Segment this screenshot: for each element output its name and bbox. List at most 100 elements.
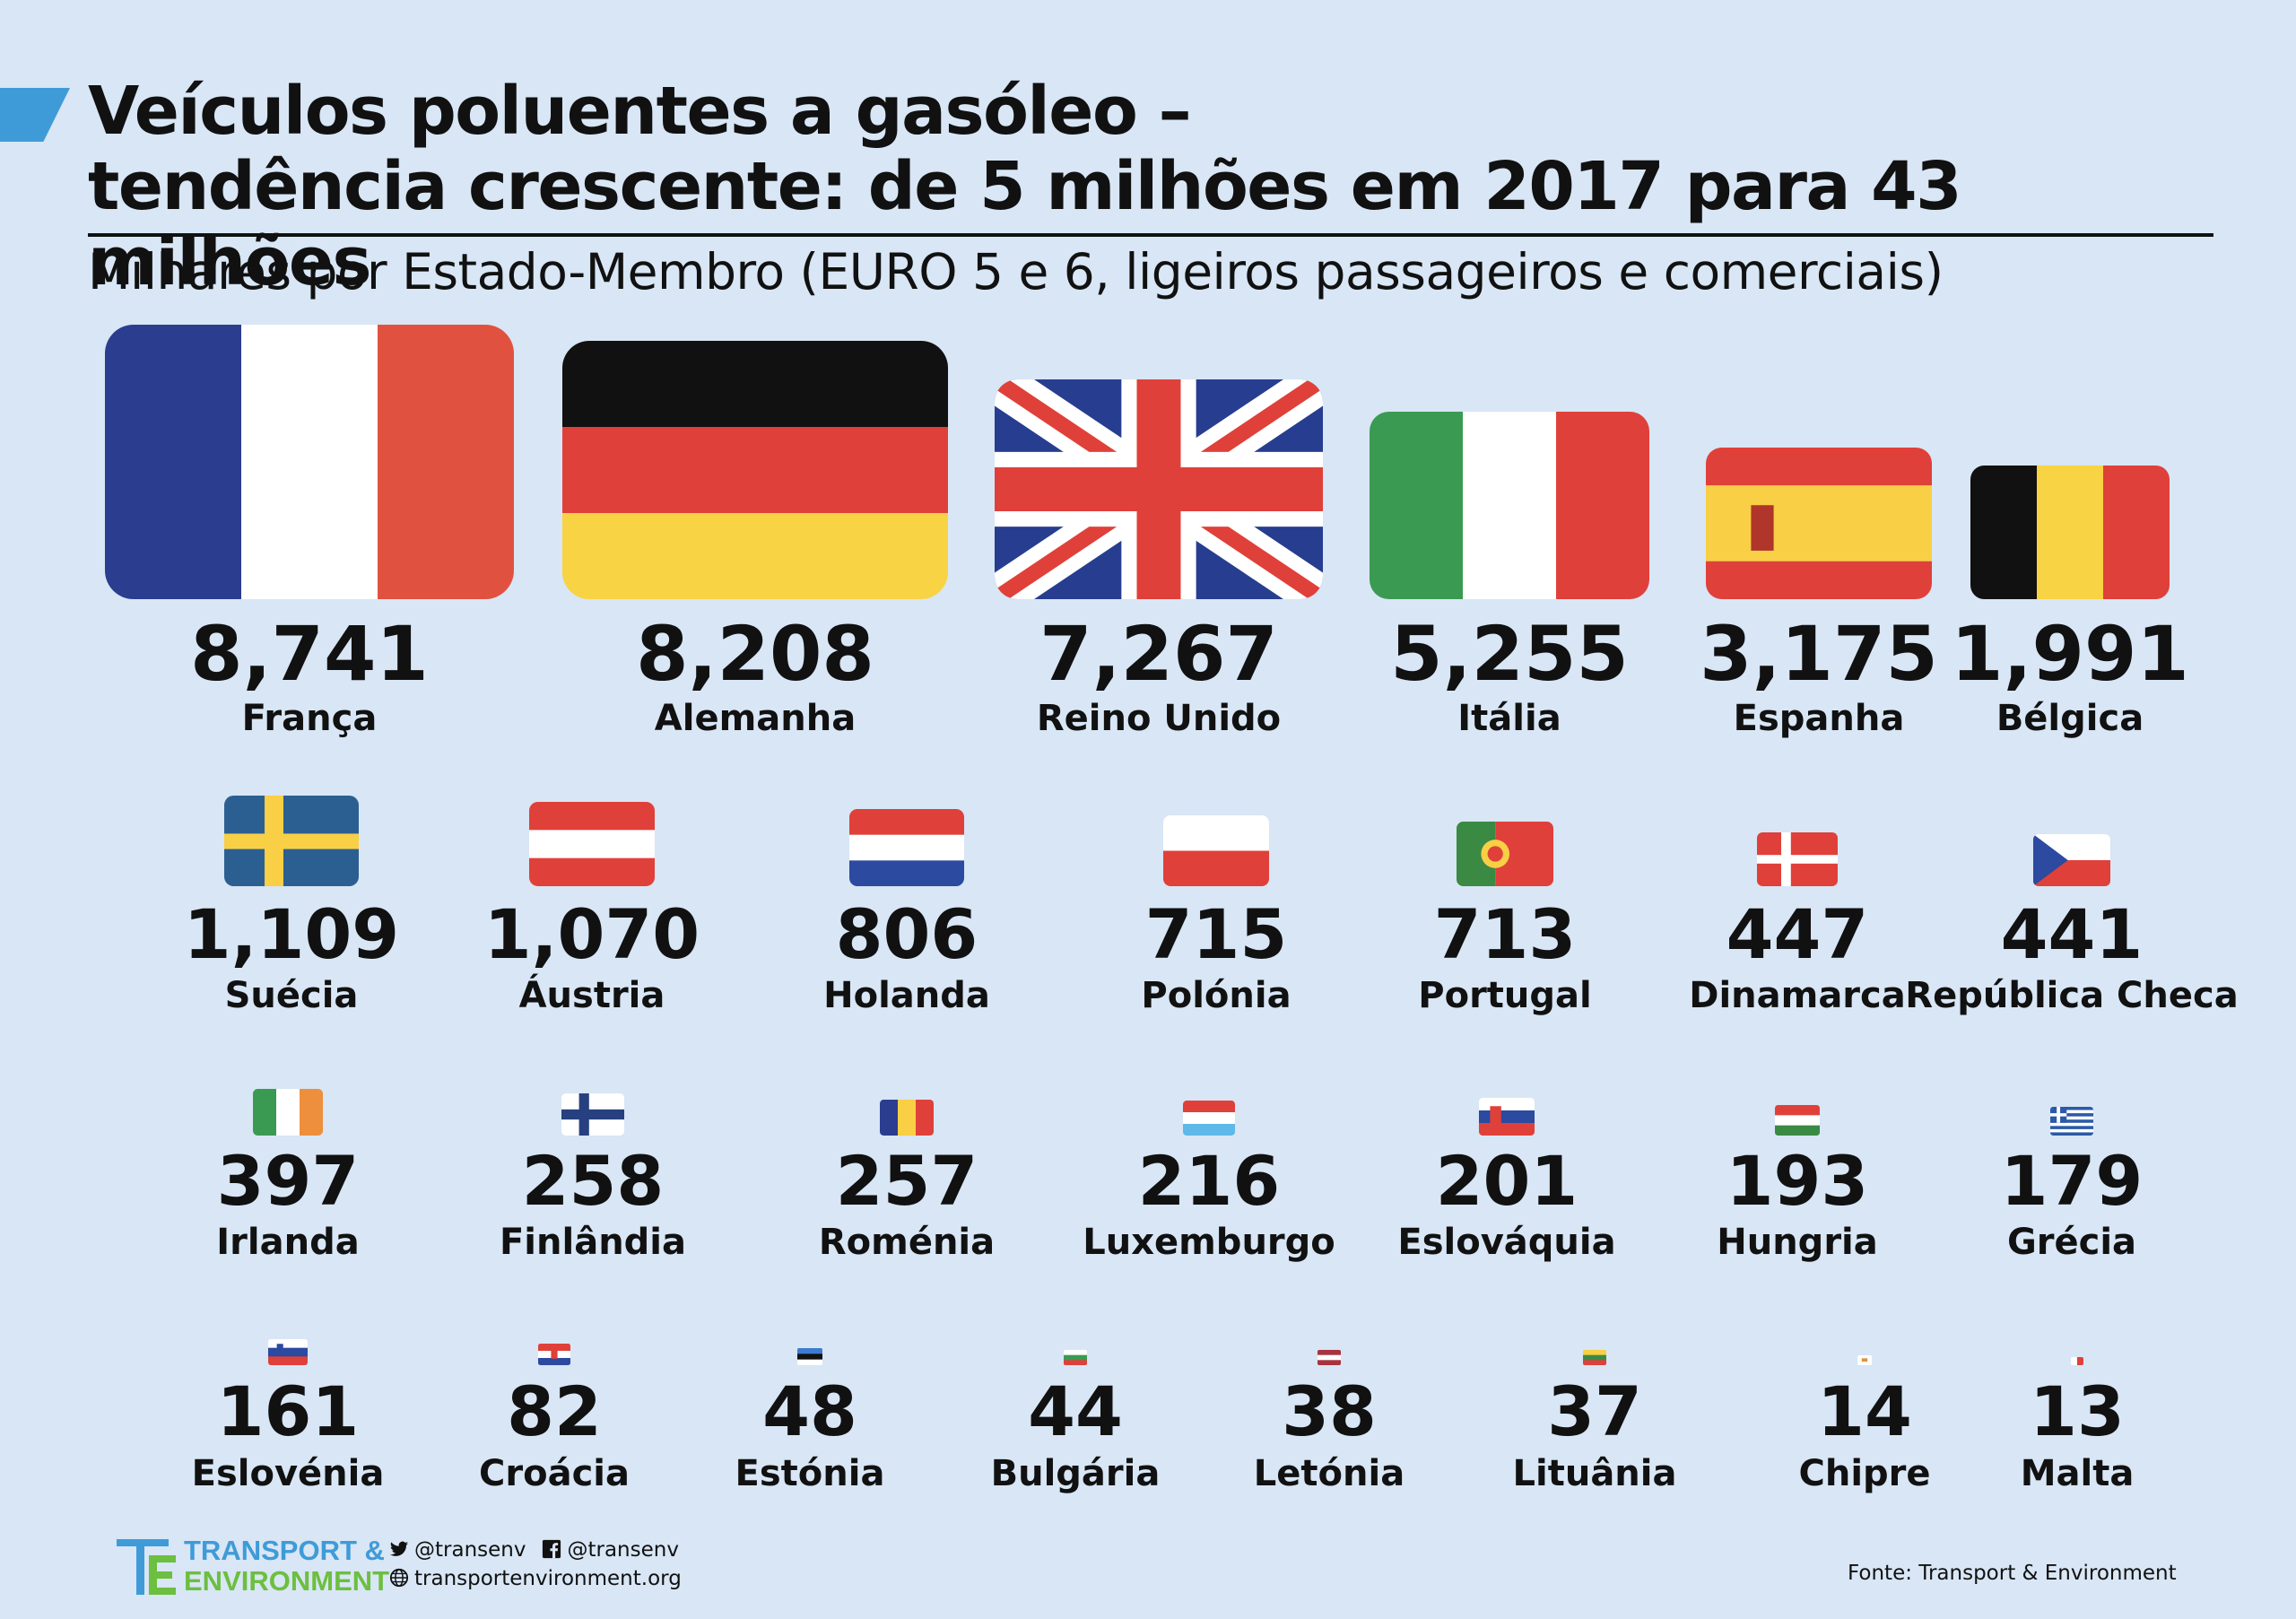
value-label: 1,991	[1951, 610, 2189, 698]
country-label: Lituânia	[1513, 1453, 1677, 1494]
italy-flag	[1370, 412, 1649, 599]
value-label: 38	[1282, 1371, 1377, 1451]
twitter-handle[interactable]: @transenv	[414, 1538, 526, 1562]
country-label: Croácia	[479, 1453, 630, 1494]
facebook-icon	[543, 1539, 561, 1559]
ireland-flag	[253, 1089, 323, 1136]
value-label: 441	[2001, 894, 2144, 974]
chart-title: Veículos poluentes a gasóleo – tendência…	[88, 74, 2222, 300]
slovakia-flag	[1479, 1098, 1535, 1136]
value-label: 216	[1138, 1141, 1281, 1221]
value-label: 161	[217, 1371, 360, 1451]
country-label: Letónia	[1254, 1453, 1405, 1494]
logo-line-1: TRANSPORT &	[184, 1535, 385, 1566]
value-label: 193	[1726, 1141, 1869, 1221]
country-label: França	[242, 698, 378, 739]
bulgaria-flag	[1064, 1350, 1087, 1365]
logo-line-2: ENVIRONMENT	[184, 1565, 390, 1597]
title-rule	[88, 233, 2213, 237]
te-logo-icon	[117, 1539, 176, 1595]
luxembourg-flag	[1183, 1101, 1235, 1136]
value-label: 258	[522, 1141, 665, 1221]
country-label: Bélgica	[1996, 698, 2144, 739]
czechia-flag	[2033, 834, 2110, 886]
facebook-handle[interactable]: @transenv	[567, 1538, 679, 1562]
country-label: Alemanha	[655, 698, 856, 739]
france-flag	[105, 325, 514, 599]
greece-flag	[2050, 1107, 2093, 1136]
country-label: Holanda	[823, 975, 990, 1016]
value-label: 37	[1547, 1371, 1642, 1451]
value-label: 7,267	[1039, 610, 1278, 698]
finland-flag	[561, 1093, 624, 1136]
country-label: Roménia	[819, 1222, 995, 1263]
country-label: Hungria	[1717, 1222, 1878, 1263]
austria-flag	[529, 802, 655, 886]
country-label: Espanha	[1734, 698, 1905, 739]
value-label: 14	[1817, 1371, 1912, 1451]
sweden-flag	[224, 796, 359, 886]
value-label: 1,109	[184, 894, 399, 974]
country-label: Reino Unido	[1037, 698, 1281, 739]
estonia-flag	[797, 1348, 822, 1365]
value-label: 257	[836, 1141, 978, 1221]
cyprus-flag	[1857, 1355, 1872, 1365]
value-label: 715	[1145, 894, 1288, 974]
spain-flag	[1706, 448, 1932, 599]
country-label: Luxemburgo	[1083, 1222, 1335, 1263]
value-label: 13	[2030, 1371, 2125, 1451]
social-links: @transenv @transenv transportenvironment.…	[389, 1536, 682, 1593]
country-label: Grécia	[2007, 1222, 2136, 1263]
denmark-flag	[1757, 832, 1838, 886]
value-label: 5,255	[1390, 610, 1629, 698]
germany-flag	[562, 341, 948, 599]
country-label: Eslováquia	[1397, 1222, 1615, 1263]
te-logo-text: TRANSPORT & ENVIRONMENT	[184, 1536, 389, 1597]
lithuania-flag	[1583, 1350, 1606, 1365]
country-label: República Checa	[1905, 975, 2238, 1016]
hungary-flag	[1775, 1105, 1820, 1136]
poland-flag	[1163, 815, 1269, 886]
globe-icon	[389, 1568, 409, 1588]
value-label: 8,741	[190, 610, 429, 698]
twitter-icon	[389, 1541, 409, 1556]
country-label: Dinamarca	[1689, 975, 1905, 1016]
title-line-1: Veículos poluentes a gasóleo –	[88, 73, 1192, 150]
title-line-2: tendência crescente: de 5 milhões em 201…	[88, 148, 1962, 300]
country-label: Eslovénia	[192, 1453, 385, 1494]
value-label: 397	[217, 1141, 360, 1221]
country-label: Irlanda	[216, 1222, 359, 1263]
romania-flag	[880, 1100, 934, 1136]
source-note: Fonte: Transport & Environment	[1848, 1562, 2177, 1585]
country-label: Malta	[2021, 1453, 2135, 1494]
country-label: Chipre	[1798, 1453, 1930, 1494]
value-label: 1,070	[484, 894, 700, 974]
value-label: 447	[1726, 894, 1869, 974]
value-label: 44	[1028, 1371, 1123, 1451]
value-label: 8,208	[636, 610, 874, 698]
latvia-flag	[1318, 1350, 1341, 1365]
country-label: Finlândia	[500, 1222, 686, 1263]
value-label: 48	[762, 1371, 857, 1451]
netherlands-flag	[849, 809, 964, 886]
value-label: 713	[1434, 894, 1577, 974]
country-label: Áustria	[519, 973, 665, 1016]
value-label: 82	[507, 1371, 602, 1451]
value-label: 179	[2001, 1141, 2144, 1221]
country-label: Estónia	[735, 1453, 885, 1494]
website-link[interactable]: transportenvironment.org	[414, 1567, 682, 1590]
country-label: Itália	[1457, 698, 1561, 739]
te-logo	[117, 1536, 386, 1600]
value-label: 201	[1436, 1141, 1578, 1221]
uk-flag	[995, 379, 1323, 599]
slovenia-flag	[268, 1339, 308, 1365]
country-label: Portugal	[1418, 975, 1591, 1016]
chart-subtitle: Milhares por Estado-Membro (EURO 5 e 6, …	[88, 243, 1944, 300]
country-label: Bulgária	[991, 1453, 1161, 1494]
portugal-flag	[1457, 822, 1553, 886]
croatia-flag	[538, 1344, 570, 1365]
value-label: 3,175	[1700, 610, 1938, 698]
country-label: Polónia	[1141, 975, 1291, 1016]
malta-flag	[2071, 1357, 2083, 1365]
